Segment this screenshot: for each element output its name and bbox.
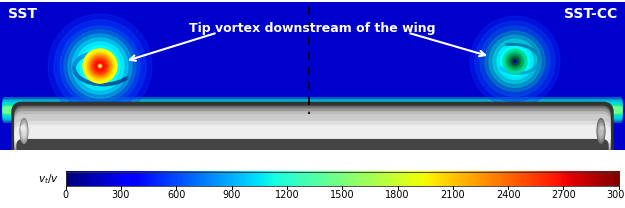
Ellipse shape <box>90 56 110 76</box>
FancyBboxPatch shape <box>15 107 610 157</box>
Text: 1200: 1200 <box>274 190 299 200</box>
FancyBboxPatch shape <box>15 121 610 146</box>
Text: 1800: 1800 <box>385 190 410 200</box>
Ellipse shape <box>96 62 104 70</box>
Ellipse shape <box>54 20 146 112</box>
Ellipse shape <box>601 126 604 130</box>
Ellipse shape <box>511 58 519 65</box>
Ellipse shape <box>86 52 114 80</box>
FancyBboxPatch shape <box>15 109 610 155</box>
Ellipse shape <box>500 46 530 76</box>
Text: 900: 900 <box>222 190 241 200</box>
FancyBboxPatch shape <box>3 99 622 120</box>
Text: SST: SST <box>8 7 37 21</box>
Ellipse shape <box>80 46 120 86</box>
Ellipse shape <box>475 21 555 102</box>
Ellipse shape <box>22 123 26 139</box>
Ellipse shape <box>21 120 27 141</box>
Ellipse shape <box>597 119 605 144</box>
Ellipse shape <box>98 64 102 69</box>
FancyBboxPatch shape <box>15 125 610 144</box>
FancyBboxPatch shape <box>12 102 613 160</box>
FancyBboxPatch shape <box>15 115 610 149</box>
Ellipse shape <box>470 16 560 106</box>
FancyBboxPatch shape <box>17 140 608 156</box>
Ellipse shape <box>514 61 516 62</box>
Ellipse shape <box>514 60 516 62</box>
Text: 1500: 1500 <box>330 190 354 200</box>
FancyBboxPatch shape <box>15 106 610 158</box>
Ellipse shape <box>60 26 140 106</box>
Ellipse shape <box>506 52 524 70</box>
Ellipse shape <box>480 26 550 96</box>
FancyBboxPatch shape <box>3 98 622 123</box>
FancyBboxPatch shape <box>3 103 622 117</box>
Bar <box>66 172 619 186</box>
FancyBboxPatch shape <box>3 107 622 113</box>
FancyBboxPatch shape <box>3 106 622 114</box>
Ellipse shape <box>76 42 124 90</box>
Ellipse shape <box>64 30 136 102</box>
FancyBboxPatch shape <box>15 112 610 152</box>
Ellipse shape <box>83 49 117 83</box>
Text: SST-CC: SST-CC <box>564 7 617 21</box>
Ellipse shape <box>493 39 537 83</box>
Ellipse shape <box>48 14 152 118</box>
Ellipse shape <box>20 119 28 144</box>
FancyBboxPatch shape <box>3 105 622 115</box>
Ellipse shape <box>489 35 541 87</box>
Text: 3000: 3000 <box>606 190 625 200</box>
Text: 2400: 2400 <box>496 190 521 200</box>
Ellipse shape <box>99 64 101 68</box>
Ellipse shape <box>503 49 527 73</box>
Ellipse shape <box>508 54 522 68</box>
Ellipse shape <box>497 43 533 79</box>
Text: Tip vortex downstream of the wing: Tip vortex downstream of the wing <box>189 22 436 35</box>
Ellipse shape <box>599 123 603 139</box>
Text: 600: 600 <box>167 190 186 200</box>
Ellipse shape <box>88 54 112 78</box>
Text: 0: 0 <box>62 190 69 200</box>
Ellipse shape <box>510 56 520 66</box>
FancyBboxPatch shape <box>3 101 622 119</box>
Text: 300: 300 <box>112 190 130 200</box>
Ellipse shape <box>92 58 108 74</box>
Ellipse shape <box>598 120 604 141</box>
Text: 2700: 2700 <box>551 190 576 200</box>
Ellipse shape <box>513 59 517 63</box>
Text: 2100: 2100 <box>441 190 465 200</box>
Ellipse shape <box>94 60 106 72</box>
Ellipse shape <box>72 38 128 94</box>
Ellipse shape <box>485 31 545 91</box>
Ellipse shape <box>68 34 132 98</box>
Ellipse shape <box>99 65 101 67</box>
Ellipse shape <box>22 126 26 136</box>
Text: $v_t/v$: $v_t/v$ <box>38 172 59 186</box>
Ellipse shape <box>599 126 602 136</box>
Ellipse shape <box>21 126 25 131</box>
